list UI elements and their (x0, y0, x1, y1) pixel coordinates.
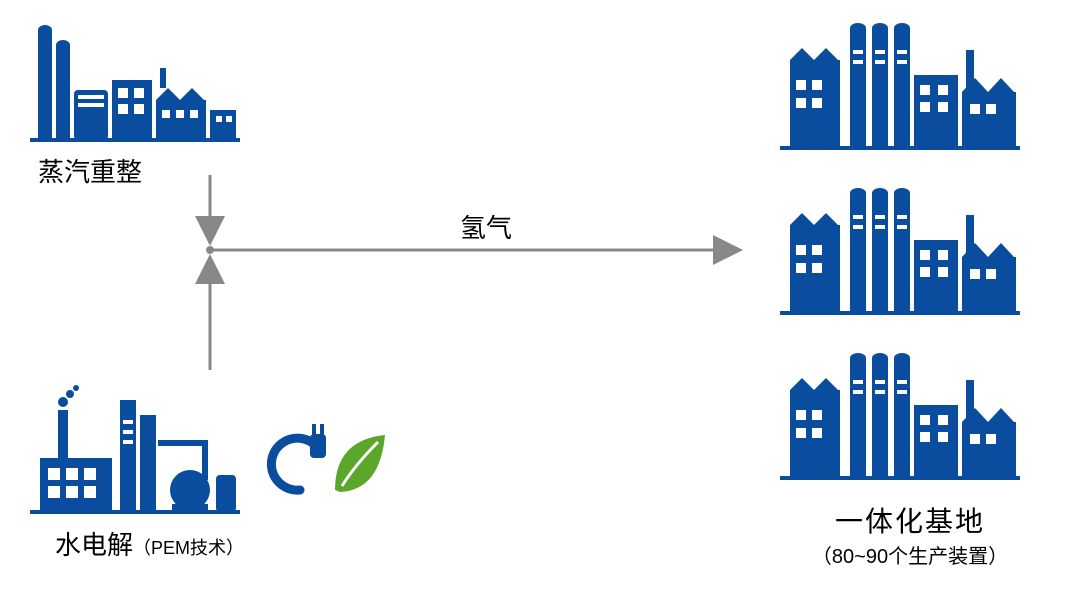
electrolysis-label-main: 水电解 (55, 530, 133, 560)
chemical-plant-icon (780, 350, 1020, 485)
diagram-canvas: 蒸汽重整 (0, 0, 1080, 613)
integrated-plant-3 (780, 350, 1020, 485)
green-energy-icon (260, 420, 390, 510)
steam-reforming-node (30, 20, 240, 150)
electrolysis-node (30, 380, 240, 520)
plug-leaf-icon (260, 420, 390, 510)
integrated-plant-1 (780, 20, 1020, 155)
integrated-site-label-main: 一体化基地 (780, 500, 1040, 540)
electrolysis-plant-icon (30, 380, 240, 520)
integrated-site-label-sub: （80~90个生产装置） (780, 540, 1040, 569)
steam-reforming-label: 蒸汽重整 (38, 152, 142, 189)
chemical-plant-icon (780, 20, 1020, 155)
electrolysis-label-sub: （PEM技术） (133, 538, 244, 558)
refinery-icon (30, 20, 240, 150)
electrolysis-label: 水电解（PEM技术） (55, 525, 244, 562)
integrated-site-label: 一体化基地 （80~90个生产装置） (780, 500, 1040, 569)
chemical-plant-icon (780, 185, 1020, 320)
integrated-plant-2 (780, 185, 1020, 320)
junction-dot (206, 246, 214, 254)
hydrogen-label: 氢气 (460, 208, 512, 245)
